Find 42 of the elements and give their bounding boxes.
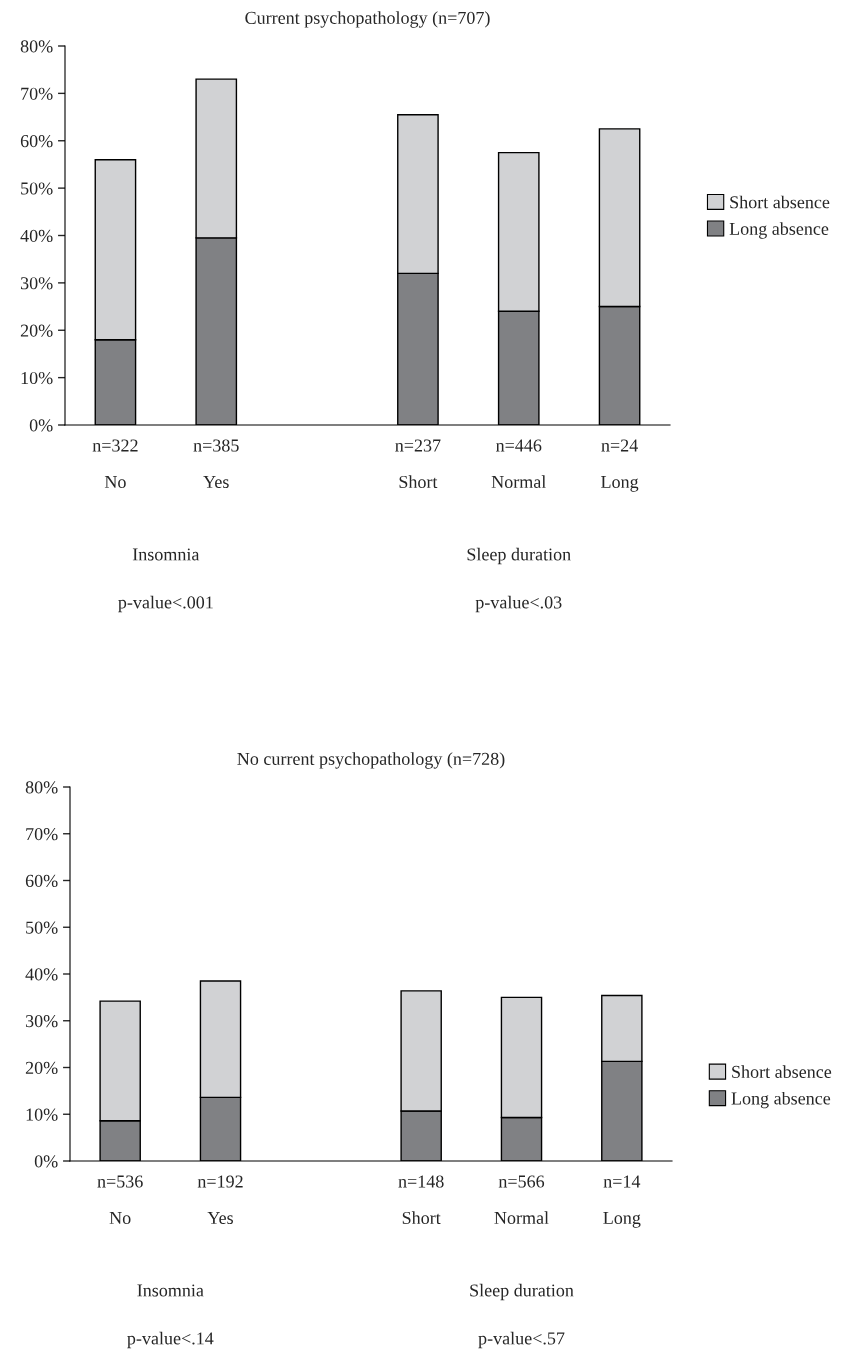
y-tick-label: 80% — [20, 40, 53, 53]
y-tick-label: 10% — [26, 1108, 58, 1121]
text: Insomnia — [132, 548, 200, 561]
text: Sleep duration — [467, 547, 571, 565]
y-tick-label: 50% — [21, 182, 53, 195]
category-label: n=446 Normal — [491, 439, 546, 489]
category-label: n=322 No — [92, 439, 138, 489]
category-label: n=14 Long — [603, 1175, 641, 1228]
category-label: n=566 Normal — [494, 1175, 549, 1225]
y-tick-label: 70% — [26, 828, 58, 841]
y-tick-label: 80% — [25, 781, 58, 794]
text: p-value<.03 — [475, 595, 562, 613]
y-tick-label: 20% — [25, 1061, 58, 1074]
y-tick-label: 40% — [25, 968, 58, 981]
text: Sleep duration — [470, 1283, 574, 1301]
y-tick-label: 70% — [21, 87, 53, 100]
legend-label: Short absence — [732, 1065, 832, 1078]
y-tick-label: 10% — [21, 371, 53, 385]
category-label: n=385 Yes — [193, 439, 239, 489]
text: Insomnia — [137, 1284, 204, 1297]
chart-title: No current psychopathology (n=728) — [237, 752, 505, 769]
category-label: n=536 No — [97, 1175, 143, 1225]
legend-label: Long absence — [729, 222, 829, 239]
y-tick-label: 0% — [29, 419, 53, 432]
category-label: n=192 Yes — [197, 1175, 243, 1225]
y-tick-label: 30% — [20, 277, 53, 290]
category-label: n=148 Short — [398, 1175, 444, 1225]
y-tick-label: 60% — [25, 874, 58, 887]
text: p-value<.14 — [127, 1331, 214, 1349]
chart-title: Current psychopathology (n=707) — [245, 11, 490, 28]
text: p-value<.001 — [118, 595, 213, 613]
y-tick-label: 40% — [20, 229, 53, 242]
legend-label: Short absence — [730, 195, 830, 209]
category-label: n=237 Short — [395, 439, 441, 489]
y-tick-label: 60% — [20, 135, 53, 148]
text: p-value<.57 — [478, 1331, 565, 1349]
y-tick-label: 30% — [25, 1015, 58, 1028]
y-tick-label: 0% — [34, 1155, 58, 1168]
category-label: n=24 Long — [601, 439, 639, 492]
y-tick-label: 50% — [26, 921, 58, 934]
y-tick-label: 20% — [20, 324, 53, 337]
legend-label: Long absence — [731, 1091, 831, 1109]
